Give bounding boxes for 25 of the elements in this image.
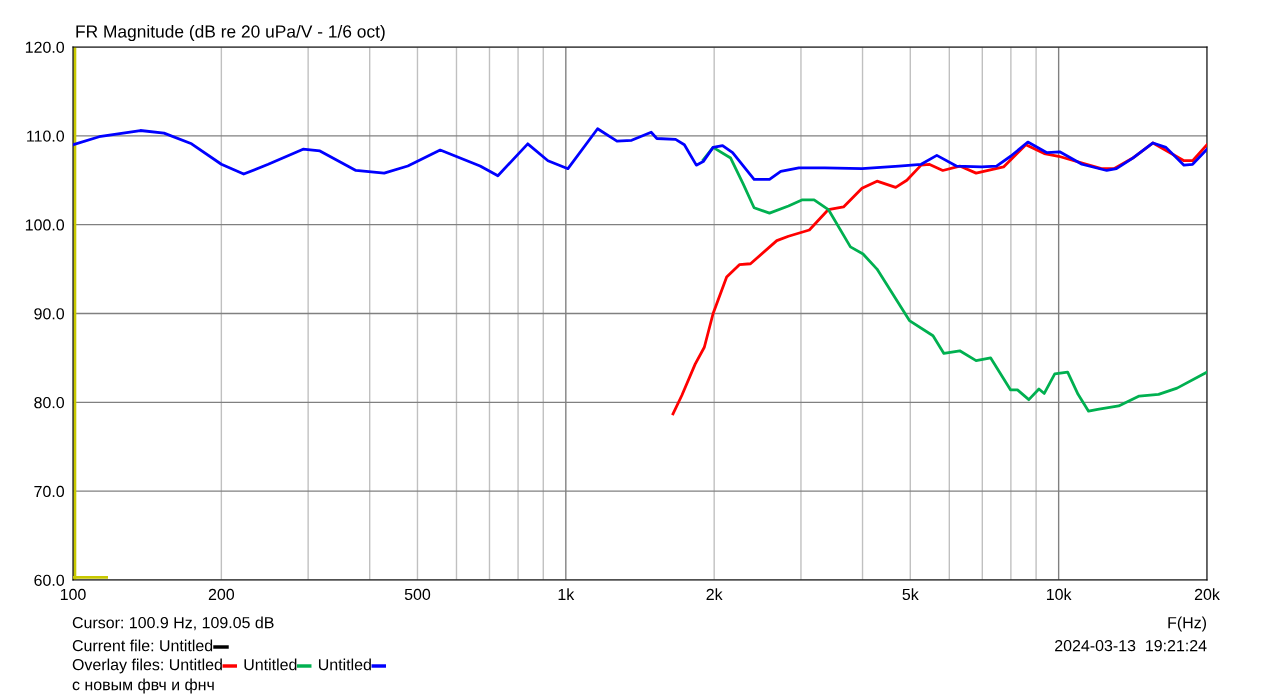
- y-tick-label: 110.0: [27, 130, 65, 142]
- legend-label: Untitled: [318, 658, 371, 671]
- x-tick-label: 2k: [706, 588, 723, 600]
- text: с новым фвч и фнч: [72, 678, 214, 694]
- x-tick-label: 5k: [902, 588, 919, 601]
- y-tick-label: 90.0: [34, 308, 65, 320]
- y-tick-label: 70.0: [34, 485, 65, 498]
- x-tick-label: 500: [404, 588, 431, 601]
- x-axis-title: F(Hz): [1168, 616, 1207, 632]
- x-tick-label: 20k: [1194, 588, 1220, 601]
- legend-label: Untitled: [244, 658, 297, 671]
- text: Cursor: 100.9 Hz, 109.05 dB: [72, 616, 274, 631]
- chart-title: FR Magnitude (dB re 20 uPa/V - 1/6 oct): [76, 24, 385, 42]
- y-tick-label: 60.0: [34, 574, 65, 586]
- legend-label: Untitled: [169, 658, 222, 671]
- y-tick-label: 120.0: [25, 41, 65, 53]
- text: Current file: Untitled: [72, 639, 213, 652]
- x-tick-label: 10k: [1046, 588, 1072, 601]
- x-tick-label: 1k: [558, 588, 575, 600]
- text: 2024-03-13 19:21:24: [1055, 639, 1207, 652]
- y-tick-label: 80.0: [34, 396, 65, 409]
- legend-title: Overlay files:: [72, 658, 163, 674]
- y-tick-label: 100.0: [25, 219, 65, 231]
- x-tick-label: 100: [60, 588, 86, 601]
- x-tick-label: 200: [208, 588, 235, 601]
